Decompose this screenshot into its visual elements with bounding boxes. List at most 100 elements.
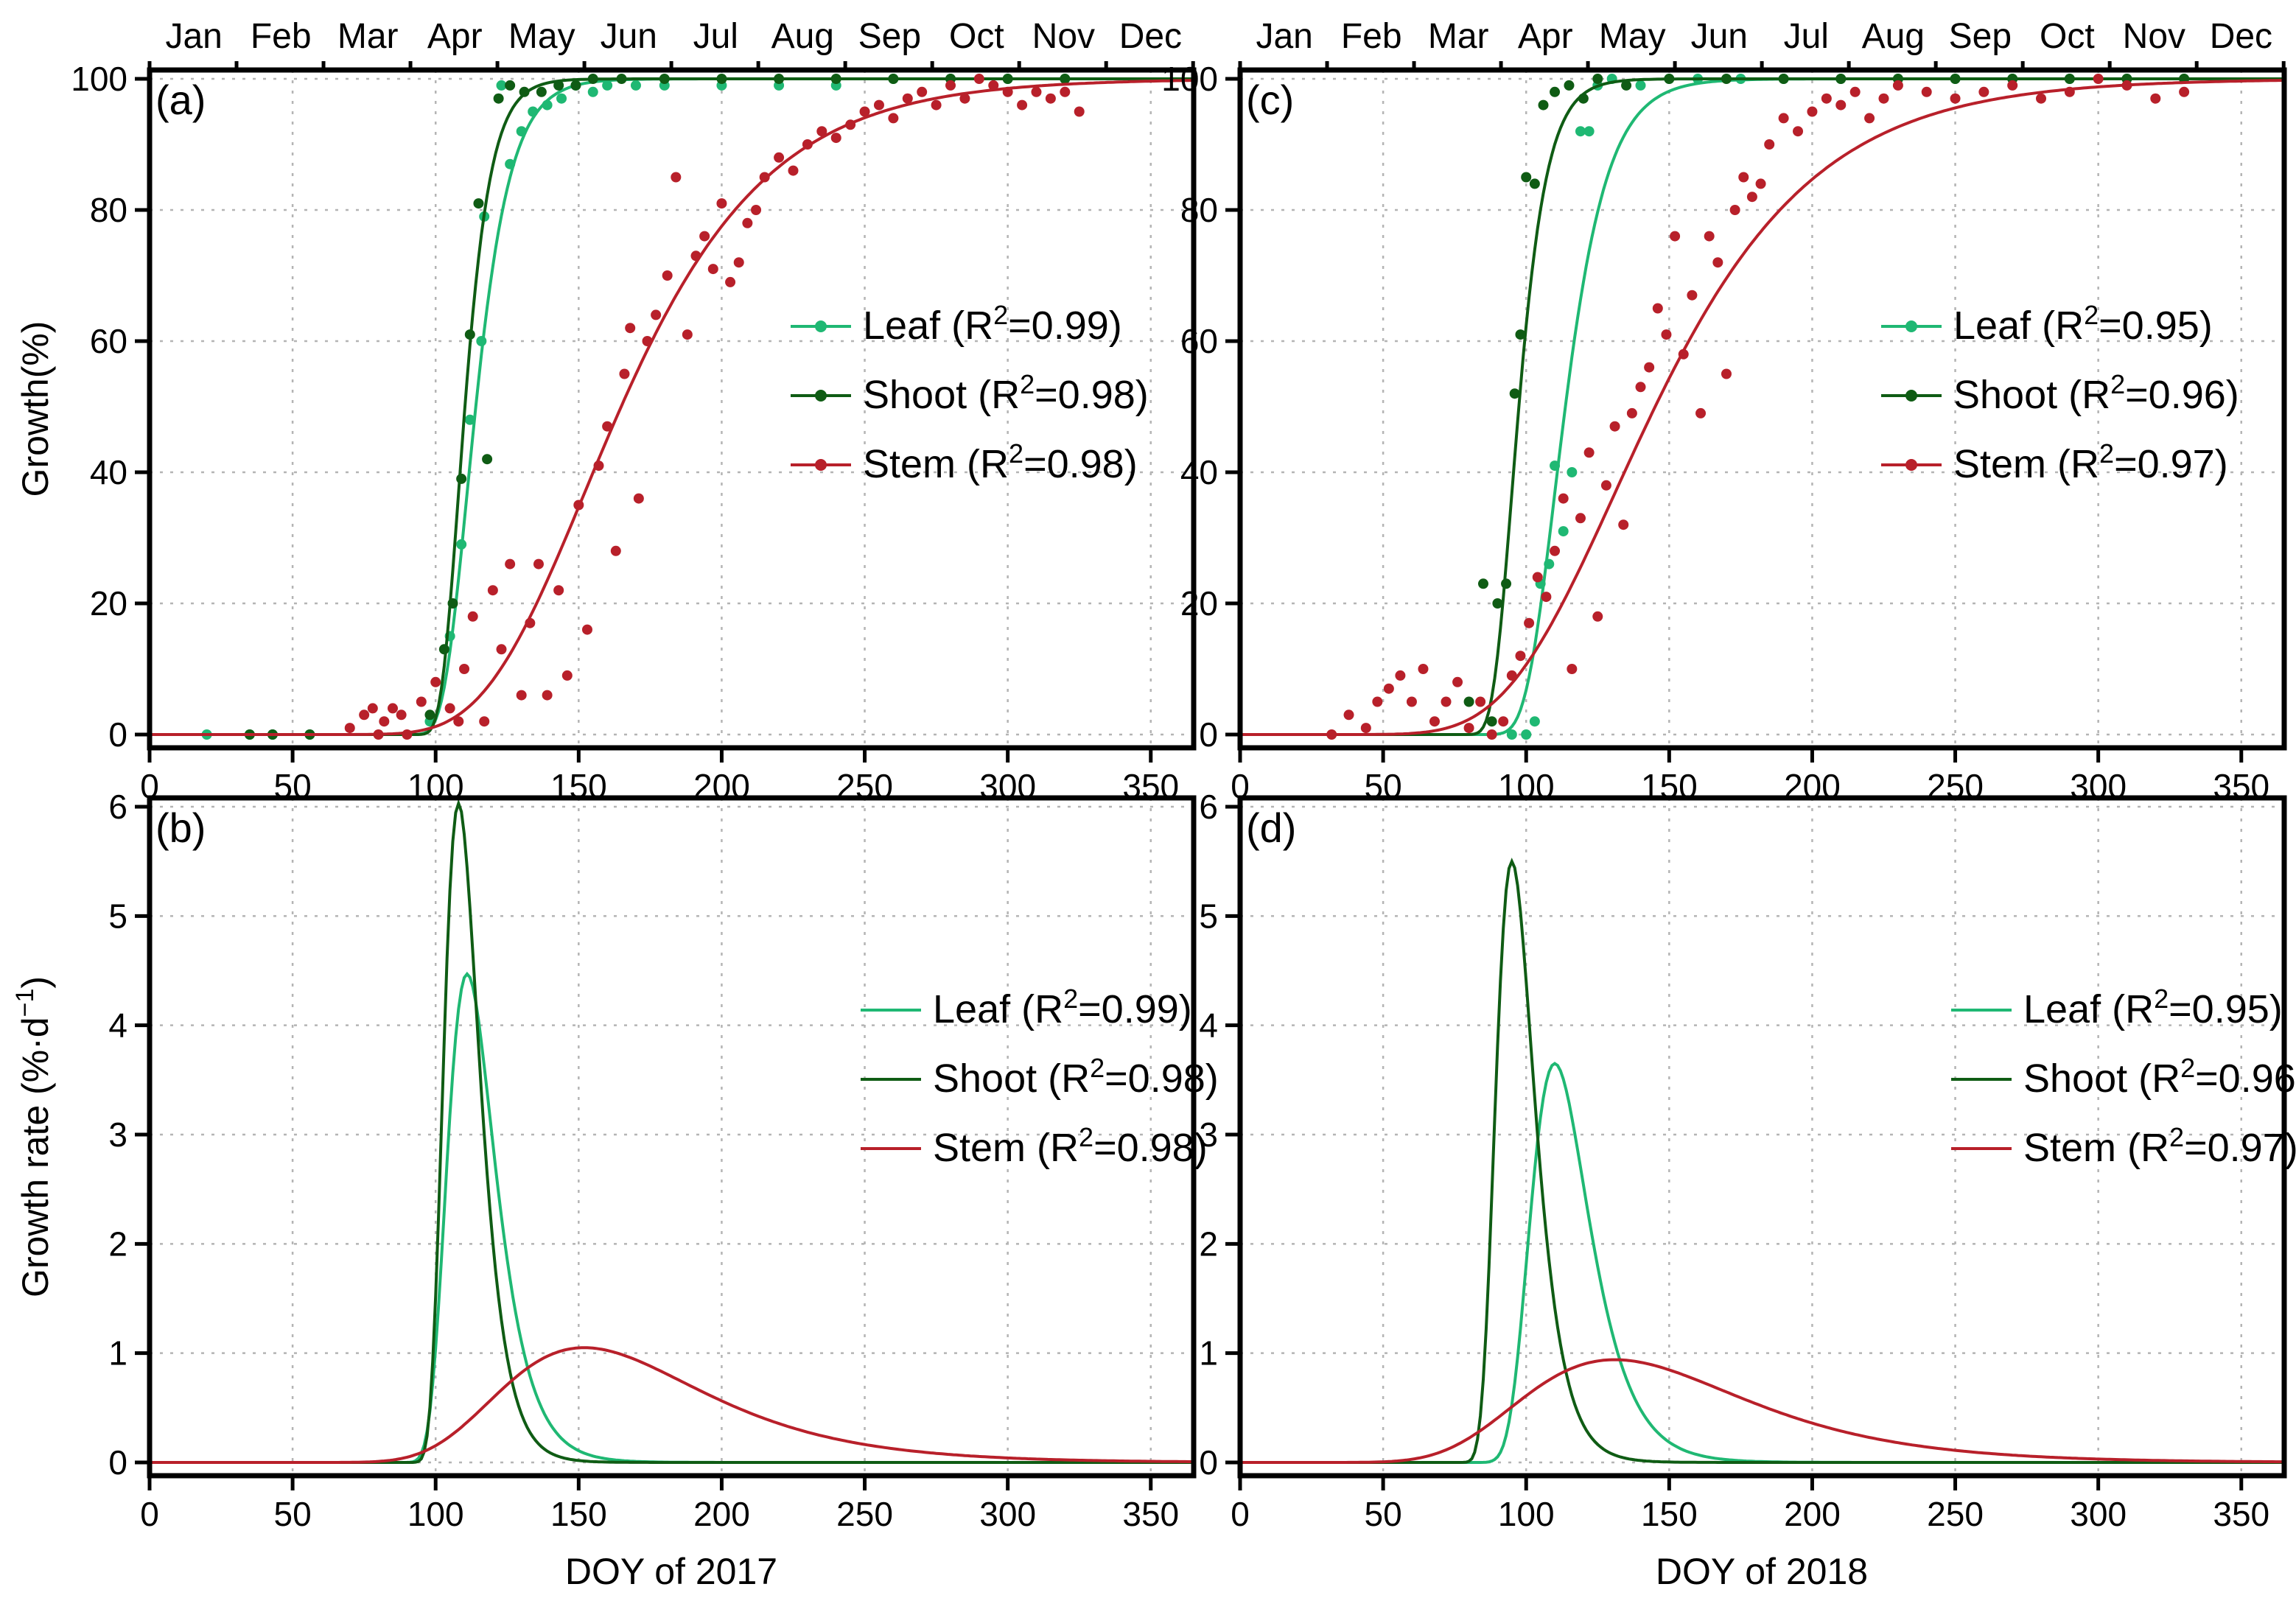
data-point (1793, 126, 1804, 137)
data-point (1950, 93, 1961, 104)
legend-marker (815, 320, 827, 332)
data-point (1778, 113, 1789, 124)
data-point (830, 133, 841, 144)
data-point (570, 80, 581, 91)
data-point (1864, 113, 1875, 124)
data-point (1978, 86, 1989, 97)
legend-entry: Stem (R2=0.97) (1953, 438, 2228, 486)
legend-entry: Leaf (R2=0.99) (933, 984, 1192, 1031)
data-point (1892, 80, 1903, 91)
data-point (1704, 231, 1715, 242)
x-tick-label: 250 (836, 1495, 893, 1533)
y-tick-label: 5 (1199, 897, 1218, 935)
data-point (1463, 696, 1474, 707)
data-point (1074, 106, 1085, 117)
y-tick-label: 3 (108, 1115, 127, 1154)
data-point (1558, 526, 1569, 537)
data-point (1515, 329, 1526, 340)
x-tick-label: 250 (1927, 1495, 1984, 1533)
series-stem (150, 1346, 1194, 1464)
month-label: Oct (2040, 17, 2095, 56)
data-point (1626, 407, 1637, 418)
data-point (1583, 447, 1595, 458)
data-point (788, 165, 799, 176)
data-point (1687, 290, 1698, 301)
x-tick-label: 150 (550, 1495, 607, 1533)
x-tick-label: 200 (693, 1495, 750, 1533)
data-point (1567, 664, 1578, 674)
data-point (416, 696, 427, 707)
plot-frame (1237, 67, 2287, 751)
data-point (1541, 592, 1552, 603)
data-point (1592, 611, 1603, 622)
data-point (367, 703, 378, 714)
y-tick-label: 100 (71, 60, 127, 98)
data-point (931, 99, 942, 111)
month-label: Jun (1691, 17, 1748, 56)
data-point (556, 93, 567, 104)
data-point (1498, 716, 1509, 727)
data-point (430, 676, 441, 687)
y-tick-label: 60 (1180, 322, 1218, 360)
data-point (973, 74, 984, 84)
data-point (859, 106, 870, 117)
x-axis-title-2017: DOY of 2017 (565, 1551, 777, 1592)
y-tick-label: 1 (1199, 1334, 1218, 1373)
data-point (1635, 80, 1646, 91)
legend-entry: Shoot (R2=0.98) (863, 369, 1149, 417)
data-point (396, 709, 407, 721)
data-point (625, 323, 636, 334)
data-point (1712, 257, 1723, 268)
data-point (751, 205, 762, 215)
month-label: Nov (2123, 17, 2185, 56)
data-point (873, 99, 884, 111)
data-point (1849, 86, 1861, 97)
y-tick-label: 100 (1161, 60, 1218, 98)
y-tick-label: 20 (90, 584, 127, 623)
data-point (1558, 493, 1569, 504)
y-tick-label: 5 (108, 897, 127, 935)
data-point (1575, 126, 1586, 137)
legend: Leaf (R2=0.95) Shoot (R2=0.96) Stem (R2=0.… (1881, 300, 2239, 486)
data-point (1395, 670, 1406, 681)
data-point (1045, 93, 1056, 104)
data-point (2150, 93, 2161, 104)
x-tick-label: 300 (979, 1495, 1036, 1533)
y-tick-label: 40 (1180, 453, 1218, 491)
month-label: May (1599, 17, 1666, 56)
data-point (1360, 723, 1371, 734)
data-point (1463, 723, 1474, 734)
data-point (1755, 178, 1766, 189)
data-point (725, 276, 736, 287)
data-point (467, 611, 478, 622)
data-point (716, 198, 727, 209)
month-label: Mar (337, 17, 399, 56)
data-point (682, 329, 693, 340)
panel-label: (a) (155, 77, 206, 123)
panel-label: (b) (155, 805, 206, 851)
data-point (1621, 80, 1632, 91)
data-point (505, 558, 516, 570)
month-label: Jul (693, 17, 738, 56)
month-label: Aug (1862, 17, 1925, 56)
data-point (888, 113, 899, 124)
data-point (1441, 696, 1452, 707)
month-label: Sep (858, 17, 921, 56)
data-point (1821, 93, 1832, 104)
data-point (917, 86, 928, 97)
data-point (1343, 709, 1354, 721)
fit-line (1240, 858, 2284, 1464)
y-axis-title-rate: Growth rate (%·d−1) (11, 976, 56, 1297)
legend-entry: Stem (R2=0.97) (2023, 1122, 2296, 1170)
data-point (733, 257, 744, 268)
data-point (344, 723, 355, 734)
data-point (1538, 99, 1549, 111)
month-label: Oct (949, 17, 1004, 56)
x-tick-label: 350 (2213, 1495, 2269, 1533)
data-point (1764, 139, 1775, 150)
data-point (1609, 421, 1620, 432)
x-tick-label: 300 (2070, 1495, 2127, 1533)
fit-line (1240, 79, 2285, 736)
data-point (1492, 598, 1503, 609)
